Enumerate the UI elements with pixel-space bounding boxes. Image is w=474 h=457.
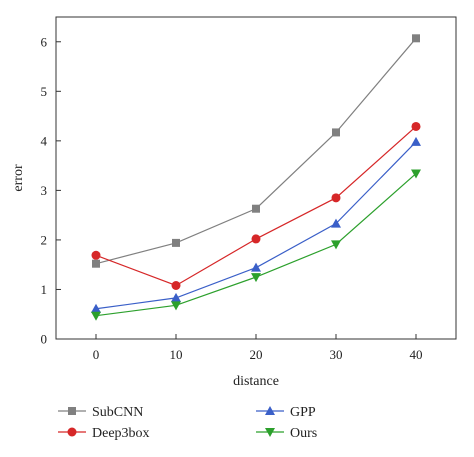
y-tick-label: 5 bbox=[41, 84, 48, 99]
legend-item-deep3box: Deep3box bbox=[58, 426, 150, 441]
legend-item-ours: Ours bbox=[256, 426, 317, 441]
plot-frame bbox=[55, 16, 457, 340]
legend-marker bbox=[265, 406, 275, 415]
series-ours bbox=[91, 169, 421, 321]
x-tick-label: 30 bbox=[330, 347, 343, 362]
data-point-ours bbox=[411, 169, 421, 179]
data-point-ours bbox=[251, 273, 261, 283]
series-line-subcnn bbox=[95, 37, 417, 265]
y-tick-label: 2 bbox=[41, 232, 48, 247]
series-layer bbox=[91, 34, 421, 321]
legend-item-subcnn: SubCNN bbox=[58, 405, 143, 420]
x-tick-label: 20 bbox=[250, 347, 263, 362]
legend-marker bbox=[67, 427, 77, 437]
data-point-subcnn bbox=[252, 204, 260, 213]
x-axis: 0 10 20 30 40 bbox=[93, 334, 423, 362]
x-tick-label: 40 bbox=[410, 347, 423, 362]
series-subcnn bbox=[92, 34, 420, 268]
data-point-deep3box bbox=[411, 121, 421, 131]
series-line-gpp bbox=[95, 141, 417, 310]
y-tick-label: 0 bbox=[41, 332, 48, 347]
data-point-deep3box bbox=[171, 280, 181, 290]
legend-label: GPP bbox=[290, 405, 316, 420]
legend-marker bbox=[265, 428, 275, 437]
series-deep3box bbox=[91, 121, 421, 290]
y-tick-label: 4 bbox=[41, 133, 48, 148]
data-point-gpp bbox=[251, 262, 261, 272]
data-point-subcnn bbox=[172, 238, 180, 247]
legend: SubCNN Deep3box GPP Ours bbox=[58, 405, 317, 441]
series-gpp bbox=[91, 136, 421, 313]
data-point-gpp bbox=[171, 292, 181, 302]
legend-marker bbox=[68, 407, 76, 415]
data-point-subcnn bbox=[332, 128, 340, 137]
data-point-subcnn bbox=[92, 259, 100, 268]
y-tick-label: 1 bbox=[41, 282, 48, 297]
data-point-ours bbox=[91, 311, 101, 321]
legend-item-gpp: GPP bbox=[256, 405, 316, 420]
data-point-gpp bbox=[411, 136, 421, 146]
data-point-deep3box bbox=[91, 250, 101, 260]
legend-label: Ours bbox=[290, 426, 317, 441]
x-tick-label: 0 bbox=[93, 347, 100, 362]
data-point-ours bbox=[331, 240, 341, 250]
data-point-deep3box bbox=[331, 193, 341, 203]
data-point-gpp bbox=[331, 218, 341, 228]
legend-label: Deep3box bbox=[92, 426, 150, 441]
y-tick-label: 6 bbox=[41, 34, 48, 49]
data-point-ours bbox=[171, 301, 181, 311]
x-axis-title: distance bbox=[233, 374, 279, 389]
y-axis-title: error bbox=[11, 164, 26, 192]
data-point-deep3box bbox=[251, 234, 261, 244]
data-point-subcnn bbox=[412, 34, 420, 43]
series-line-ours bbox=[95, 173, 417, 317]
y-axis: 0 1 2 3 4 5 6 bbox=[41, 34, 61, 347]
y-tick-label: 3 bbox=[41, 183, 48, 198]
x-tick-label: 10 bbox=[170, 347, 183, 362]
data-point-gpp bbox=[91, 303, 101, 313]
legend-label: SubCNN bbox=[92, 405, 143, 420]
